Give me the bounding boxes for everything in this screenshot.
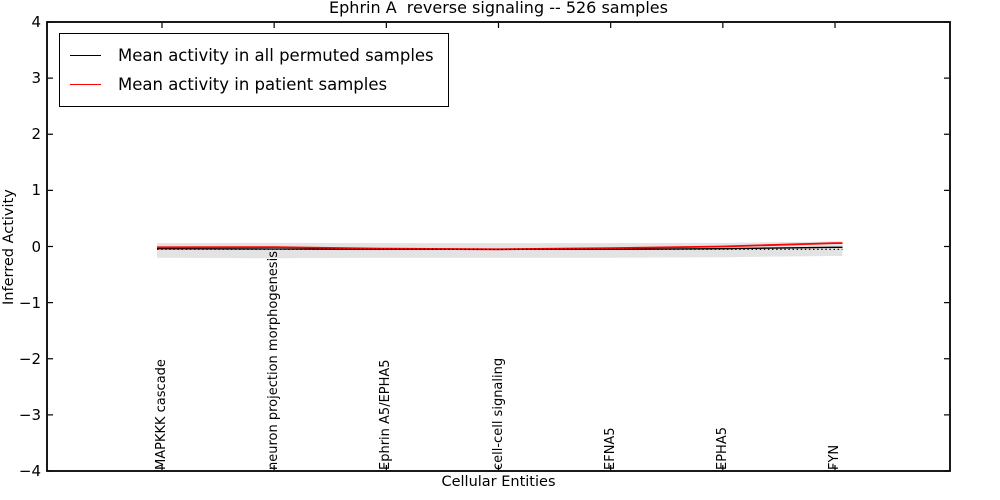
- y-tick-label: 3: [31, 69, 41, 88]
- x-tick-label: cell-cell signaling: [490, 357, 506, 470]
- legend-line-black: [70, 55, 101, 56]
- y-tick-label: −1: [18, 293, 41, 312]
- plot-border: [46, 21, 951, 472]
- y-tick-label: −2: [18, 349, 41, 368]
- legend-item-permuted: Mean activity in all permuted samples: [70, 41, 434, 70]
- x-tick-label: neuron projection morphogenesis: [266, 251, 282, 470]
- x-tick-label: FYN: [827, 444, 842, 470]
- legend-label-patient: Mean activity in patient samples: [118, 75, 388, 94]
- y-tick-label: 1: [31, 181, 41, 200]
- x-tick-label: Ephrin A5/EPHA5: [378, 359, 394, 470]
- y-tick-label: 4: [31, 13, 41, 31]
- y-tick-label: −4: [18, 462, 41, 480]
- y-tick-label: 2: [31, 125, 41, 144]
- legend-line-red: [70, 84, 101, 85]
- chart-title: Ephrin A reverse signaling -- 526 sample…: [329, 0, 668, 17]
- y-tick-label: 0: [31, 237, 41, 256]
- x-tick-label: EPHA5: [714, 427, 730, 470]
- x-tick-label: EFNA5: [602, 427, 618, 470]
- legend: Mean activity in all permuted samples Me…: [59, 33, 449, 107]
- x-axis-title: Cellular Entities: [441, 474, 556, 490]
- legend-item-patient: Mean activity in patient samples: [70, 70, 434, 99]
- y-axis-title: Inferred Activity: [1, 189, 17, 305]
- x-tick-label: MAPKKK cascade: [154, 359, 169, 470]
- legend-label-permuted: Mean activity in all permuted samples: [118, 46, 434, 65]
- y-tick-label: −3: [18, 405, 41, 424]
